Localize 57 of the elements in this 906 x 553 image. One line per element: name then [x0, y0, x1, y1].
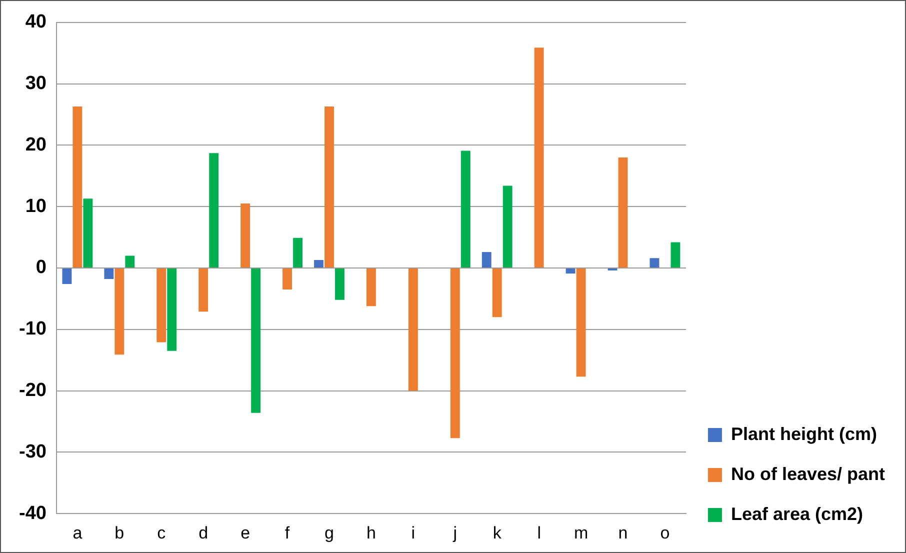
bar: [209, 153, 219, 268]
x-tick-label: o: [660, 523, 670, 542]
legend-label: Plant height (cm): [730, 424, 877, 444]
bar: [618, 157, 628, 268]
y-tick-label: 20: [25, 134, 46, 156]
x-tick-label: l: [537, 523, 541, 542]
legend-label: No of leaves/ pant: [730, 464, 886, 484]
bar: [650, 258, 660, 268]
y-tick-label: 40: [25, 12, 46, 33]
bar: [156, 268, 166, 342]
x-tick-label: g: [324, 523, 334, 542]
x-tick-label: a: [72, 523, 83, 542]
x-tick-label: f: [284, 523, 290, 542]
bar: [125, 256, 135, 268]
x-tick-label: b: [114, 523, 124, 542]
bar: [114, 268, 124, 355]
bar: [293, 238, 302, 268]
bar: [502, 186, 512, 268]
bar: [460, 150, 470, 268]
bar: [366, 268, 376, 306]
bar: [576, 268, 586, 377]
bar: [83, 198, 93, 268]
bar: [104, 268, 114, 280]
x-tick-label: e: [240, 523, 250, 542]
bar: [335, 268, 344, 300]
x-tick-label: n: [618, 523, 628, 542]
bar: [62, 268, 72, 284]
y-tick-label: 30: [25, 73, 46, 94]
y-tick-label: -10: [18, 318, 46, 340]
bar: [167, 268, 177, 351]
bar: [670, 242, 680, 268]
x-tick-label: j: [452, 523, 458, 542]
bar: [534, 48, 544, 268]
legend-label: Leaf area (cm2): [730, 504, 864, 524]
y-tick-label: -20: [18, 380, 46, 402]
bar: [408, 268, 418, 391]
y-tick-label: 10: [25, 196, 46, 217]
bar: [492, 268, 502, 318]
x-tick-label: d: [198, 523, 208, 542]
bar: [251, 268, 261, 413]
y-tick-label: -30: [18, 441, 46, 462]
x-tick-label: i: [411, 523, 416, 542]
x-tick-label: m: [574, 523, 588, 542]
bar: [282, 268, 292, 290]
bar: [198, 268, 208, 312]
bar: [324, 106, 334, 268]
bar: [240, 204, 250, 268]
bar: [314, 260, 324, 268]
bar: [72, 106, 82, 268]
x-tick-label: c: [157, 523, 166, 542]
bar: [450, 268, 460, 438]
bar: [482, 252, 492, 268]
x-tick-label: k: [492, 523, 502, 542]
y-tick-label: 0: [36, 257, 46, 278]
bar: [566, 268, 576, 274]
x-tick-label: h: [366, 523, 376, 542]
y-tick-label: -40: [18, 502, 46, 524]
